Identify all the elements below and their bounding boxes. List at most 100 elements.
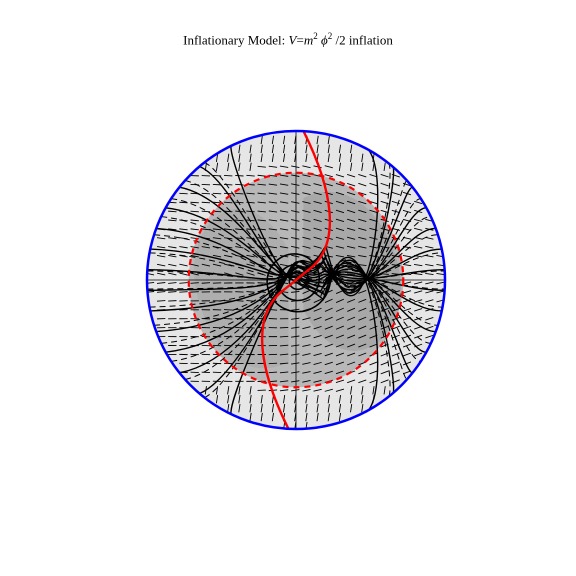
field-dash-144 — [224, 309, 233, 311]
field-dash-450 — [338, 412, 342, 422]
field-dash-316 — [279, 165, 289, 168]
field-dash-256 — [271, 403, 274, 413]
field-dash-665 — [425, 273, 434, 276]
field-dash-505 — [347, 191, 356, 196]
field-dash-28 — [168, 246, 177, 249]
field-dash-311 — [279, 210, 289, 213]
field-dash-452 — [338, 395, 342, 404]
field-dash-163 — [238, 395, 241, 404]
field-dash-284 — [271, 153, 274, 163]
field-dash-625 — [402, 308, 412, 312]
field-dash-346 — [291, 192, 300, 195]
field-dash-427 — [324, 334, 333, 339]
field-dash-491 — [347, 316, 356, 321]
field-dash-121 — [212, 254, 222, 258]
field-dash-518 — [358, 343, 367, 348]
field-dash-393 — [313, 352, 322, 357]
field-dash-341 — [291, 236, 300, 240]
field-dash-246 — [257, 210, 266, 213]
field-dash-217 — [246, 192, 255, 195]
field-dash-223 — [260, 412, 263, 422]
field-dash-29 — [168, 237, 177, 240]
field-dash-307 — [279, 246, 289, 249]
field-dash-506 — [347, 182, 356, 187]
field-dash-214 — [246, 219, 255, 222]
chart-title: Inflationary Model: V=m2 ϕ2 /2 inflation — [0, 31, 576, 48]
field-dash-327 — [291, 362, 300, 365]
field-dash-471 — [335, 227, 345, 231]
field-dash-358 — [302, 380, 311, 383]
field-dash-325 — [291, 380, 300, 383]
field-dash-324 — [291, 389, 300, 392]
field-dash-520 — [358, 325, 367, 330]
field-dash-73 — [190, 219, 199, 222]
field-dash-468 — [335, 254, 345, 258]
field-dash-623 — [402, 325, 412, 330]
title-phi-exp: 2 — [327, 31, 333, 41]
field-dash-248 — [257, 192, 266, 195]
field-dash-148 — [224, 272, 233, 276]
field-dash-11 — [156, 263, 166, 267]
title-m: m — [303, 32, 314, 48]
field-dash-416 — [316, 144, 319, 154]
field-dash-356 — [305, 395, 308, 404]
field-dash-388 — [316, 395, 319, 404]
field-dash-501 — [346, 227, 356, 231]
solid-trajectories — [147, 145, 445, 415]
field-dash-75 — [190, 201, 199, 204]
solid-trajectory-10 — [165, 207, 427, 353]
field-dash-659 — [425, 325, 434, 330]
field-dash-160 — [227, 162, 230, 171]
field-dash-381 — [302, 174, 311, 178]
field-dash-566 — [372, 162, 375, 171]
field-dash-67 — [190, 272, 199, 276]
field-dash-368 — [302, 289, 311, 295]
field-dash-191 — [238, 144, 241, 154]
field-dash-254 — [260, 135, 263, 145]
field-dash-380 — [302, 183, 311, 187]
field-dash-359 — [302, 371, 311, 374]
field-dash-531 — [358, 227, 367, 231]
field-dash-250 — [257, 174, 266, 177]
field-dash-177 — [235, 272, 244, 276]
field-dash-330 — [291, 335, 300, 338]
field-dash-278 — [268, 210, 278, 213]
field-dash-470 — [335, 236, 345, 240]
field-dash-462 — [335, 307, 344, 312]
field-dash-591 — [380, 182, 389, 187]
title-eq: = — [296, 32, 304, 48]
field-dash-532 — [358, 218, 367, 223]
field-dash-344 — [291, 210, 300, 213]
field-dash-458 — [335, 343, 345, 348]
field-dash-318 — [283, 144, 286, 154]
field-dash-225 — [260, 395, 263, 404]
field-dash-473 — [335, 209, 345, 214]
field-dash-367 — [302, 299, 311, 303]
field-dash-389 — [313, 388, 322, 392]
field-dash-418 — [327, 412, 330, 422]
field-dash-215 — [246, 210, 255, 213]
field-dash-290 — [283, 395, 286, 404]
field-dash-622 — [402, 334, 412, 339]
field-dash-276 — [268, 228, 278, 231]
field-dash-663 — [425, 290, 434, 294]
field-dash-674 — [436, 281, 445, 285]
field-dash-100 — [201, 201, 211, 204]
field-dash-420 — [327, 395, 330, 404]
field-dash-406 — [313, 236, 322, 240]
critical-curves — [187, 130, 405, 430]
field-dash-596 — [391, 361, 400, 366]
field-dash-582 — [380, 264, 389, 267]
field-dash-355 — [305, 403, 308, 413]
field-dash-183 — [235, 219, 244, 222]
field-dash-255 — [271, 412, 274, 422]
field-dash-431 — [324, 298, 333, 304]
field-dash-295 — [279, 353, 289, 356]
field-dash-500 — [346, 236, 356, 240]
field-dash-424 — [324, 361, 333, 366]
field-dash-347 — [291, 183, 300, 186]
field-dash-99 — [201, 210, 211, 213]
field-dash-627 — [402, 290, 412, 294]
field-dash-575 — [380, 325, 389, 330]
field-dash-314 — [279, 183, 289, 186]
